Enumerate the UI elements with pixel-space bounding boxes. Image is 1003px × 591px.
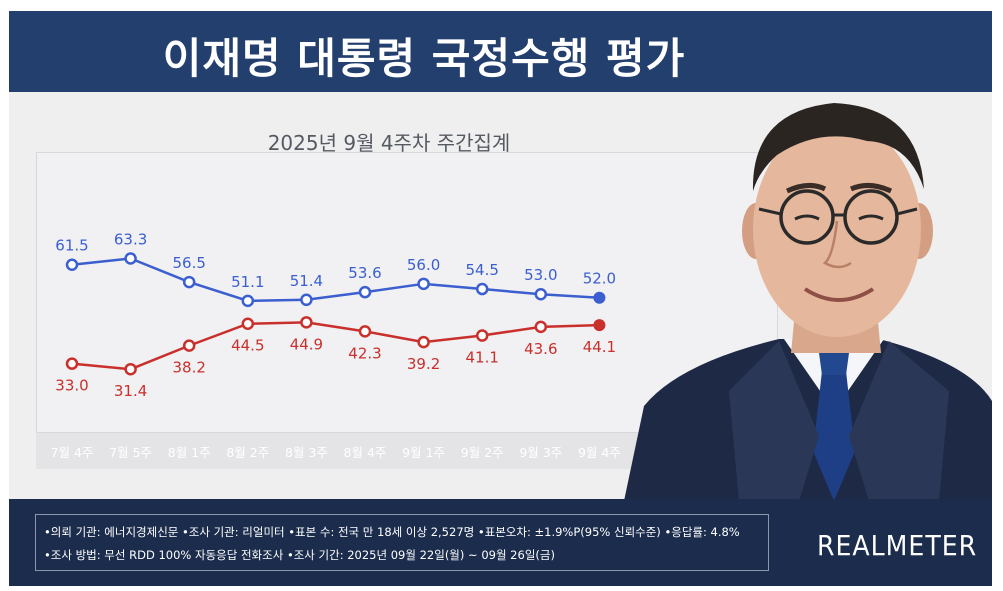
series-2-data-label: 39.2 (407, 355, 440, 373)
series-1-point (124, 252, 137, 265)
series-2-point (241, 317, 255, 330)
series-2-data-label: 44.9 (290, 335, 323, 353)
series-2-data-label: 44.5 (231, 337, 264, 355)
series-1-data-label: 56.0 (407, 256, 440, 274)
x-tick-label: 8월 1주 (168, 445, 211, 460)
series-1-point (475, 282, 489, 296)
president-portrait-image (624, 103, 992, 501)
infographic-frame: 이재명 대통령 국정수행 평가 2025년 9월 4주차 주간집계 61.5 63… (9, 11, 992, 586)
series-1-point (358, 285, 372, 299)
series-2-data-label: 33.0 (55, 377, 88, 395)
series-2-point (475, 329, 489, 342)
series-1-point (65, 258, 79, 271)
x-tick-label: 9월 1주 (402, 445, 445, 460)
series-1-point (417, 277, 430, 291)
series-2-data-label: 44.1 (583, 338, 616, 356)
chart-subtitle: 2025년 9월 4주차 주간집계 (267, 131, 511, 155)
series-1-data-label: 51.4 (290, 272, 323, 290)
x-tick-label: 8월 4주 (344, 445, 387, 460)
title-banner: 이재명 대통령 국정수행 평가 (9, 11, 992, 92)
x-tick-label: 8월 3주 (285, 445, 328, 460)
realmeter-logo: REALMETER (817, 529, 978, 562)
series-2-data-label: 42.3 (348, 344, 381, 362)
series-1-data-label: 51.1 (231, 273, 264, 291)
series-2-point (300, 316, 313, 329)
series-1-point (593, 291, 606, 304)
series-2-point (124, 362, 137, 376)
series-1-line (71, 257, 600, 303)
series-2-data-label: 38.2 (172, 359, 205, 377)
series-2-line (71, 321, 600, 371)
x-tick-label: 7월 5주 (109, 445, 152, 460)
x-tick-label: 9월 3주 (519, 445, 562, 460)
page-title: 이재명 대통령 국정수행 평가 (162, 34, 686, 83)
series-2-point (417, 335, 430, 349)
series-2-data-label: 31.4 (114, 382, 147, 400)
series-2-data-label: 43.6 (524, 340, 557, 358)
series-2-data-label: 41.1 (465, 349, 498, 367)
survey-notes-box: •의뢰 기관: 에너지경제신문 •조사 기관: 리얼미터 •표본 수: 전국 만… (35, 514, 769, 571)
series-1-point (241, 294, 255, 308)
series-2-point (65, 357, 79, 370)
series-2-point (182, 339, 196, 352)
series-2-point (358, 325, 372, 338)
x-tick-label: 8월 2주 (226, 445, 269, 460)
series-1-point (300, 293, 313, 307)
series-1-data-label: 63.3 (114, 230, 147, 248)
series-1-data-label: 61.5 (55, 237, 88, 255)
series-1-point (182, 275, 196, 289)
x-tick-label: 9월 4주 (578, 445, 621, 460)
series-1-point (534, 287, 548, 301)
x-tick-label: 7월 4주 (51, 445, 94, 460)
series-1-data-label: 56.5 (172, 254, 205, 272)
x-tick-label: 9월 2주 (461, 445, 504, 460)
survey-note-line-2: •조사 방법: 무선 RDD 100% 자동응답 전화조사 •조사 기간: 20… (44, 548, 555, 562)
approval-line-chart: 61.5 63.3 56.5 51.1 51.4 53.6 56.0 54.5 53.0 52.0… (51, 230, 621, 460)
series-1-data-label: 53.6 (348, 264, 381, 282)
survey-info-footer: •의뢰 기관: 에너지경제신문 •조사 기관: 리얼미터 •표본 수: 전국 만… (9, 499, 992, 586)
series-2-point (534, 320, 548, 334)
series-2-point (593, 319, 606, 332)
series-1-data-label: 53.0 (524, 266, 557, 284)
series-1-data-label: 54.5 (465, 261, 498, 279)
series-1-data-label: 52.0 (583, 270, 616, 288)
survey-note-line-1: •의뢰 기관: 에너지경제신문 •조사 기관: 리얼미터 •표본 수: 전국 만… (44, 525, 740, 539)
